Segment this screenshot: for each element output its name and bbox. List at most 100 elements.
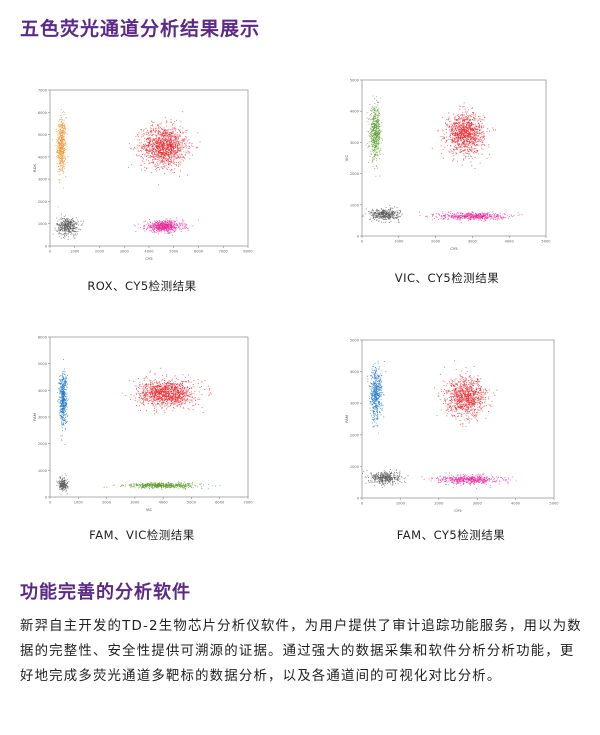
data-point <box>59 156 61 158</box>
data-point <box>150 143 152 145</box>
data-point <box>79 228 81 230</box>
data-point <box>171 223 173 225</box>
data-point <box>163 143 165 145</box>
data-point <box>394 212 396 214</box>
data-point <box>58 153 60 155</box>
data-point <box>63 230 65 232</box>
data-point <box>461 164 463 166</box>
data-point <box>66 228 68 230</box>
data-point <box>63 226 65 228</box>
data-point <box>172 172 174 174</box>
data-point <box>67 156 69 158</box>
data-point <box>471 146 473 148</box>
data-point <box>378 119 380 121</box>
data-point <box>454 216 456 217</box>
data-point <box>455 122 457 123</box>
data-point <box>446 131 448 133</box>
data-point <box>156 230 158 232</box>
data-point <box>160 140 162 142</box>
data-point <box>60 232 62 234</box>
data-point <box>380 212 382 214</box>
data-point <box>59 128 61 130</box>
data-point <box>468 126 470 128</box>
data-point <box>62 134 64 136</box>
data-point <box>478 133 480 135</box>
data-point <box>59 160 61 161</box>
data-point <box>374 120 376 122</box>
data-point <box>374 167 376 169</box>
data-point <box>469 133 471 135</box>
data-point <box>66 219 68 221</box>
data-point <box>373 216 375 218</box>
data-point <box>167 148 168 150</box>
data-point <box>159 151 160 153</box>
data-point <box>181 141 183 143</box>
data-point <box>165 148 167 150</box>
data-point <box>449 151 451 153</box>
data-point <box>178 138 179 140</box>
data-point <box>441 152 442 154</box>
data-point <box>170 220 172 222</box>
data-point <box>67 217 69 219</box>
data-point <box>63 138 65 140</box>
data-point <box>166 218 168 220</box>
data-point <box>163 154 165 156</box>
data-point <box>450 128 452 130</box>
data-point <box>59 148 61 150</box>
data-point <box>166 224 168 226</box>
data-point <box>172 130 174 132</box>
data-point <box>166 125 167 127</box>
data-point <box>168 143 170 145</box>
data-point <box>175 137 176 139</box>
data-point <box>167 150 169 152</box>
data-point <box>479 129 481 131</box>
data-point <box>463 148 465 150</box>
data-point <box>164 220 166 222</box>
data-point <box>143 224 145 226</box>
data-point <box>133 148 134 150</box>
data-point <box>474 142 476 144</box>
data-point <box>463 102 465 104</box>
data-point <box>163 229 165 231</box>
data-point <box>373 138 375 140</box>
data-point <box>55 157 57 159</box>
data-point <box>158 146 160 148</box>
data-point <box>474 148 476 150</box>
data-point <box>398 210 400 212</box>
data-point <box>389 209 391 211</box>
data-point <box>66 133 68 135</box>
data-point <box>171 125 173 127</box>
data-point <box>469 142 471 143</box>
data-point <box>376 122 378 123</box>
data-point <box>68 236 70 238</box>
data-point <box>157 223 158 225</box>
data-point <box>65 234 67 236</box>
data-point <box>157 141 159 143</box>
data-point <box>60 131 62 133</box>
data-point <box>374 126 376 128</box>
data-point <box>464 126 466 128</box>
data-point <box>182 141 184 143</box>
data-point <box>380 215 382 217</box>
data-point <box>141 146 143 148</box>
data-point <box>158 184 160 186</box>
data-point <box>377 167 378 169</box>
data-point <box>466 123 468 125</box>
data-point <box>455 133 457 135</box>
data-point <box>462 150 464 152</box>
data-point <box>68 228 70 230</box>
data-point <box>372 130 374 131</box>
data-point <box>169 157 171 159</box>
data-point <box>385 217 387 219</box>
data-point <box>372 159 373 161</box>
data-point <box>170 131 172 133</box>
data-point <box>378 127 380 129</box>
data-point <box>164 221 166 223</box>
data-point <box>59 229 61 231</box>
data-point <box>174 229 176 231</box>
data-point <box>61 116 63 118</box>
data-point <box>451 130 453 131</box>
data-point <box>454 146 455 148</box>
data-point <box>376 126 378 127</box>
data-point <box>71 225 73 227</box>
